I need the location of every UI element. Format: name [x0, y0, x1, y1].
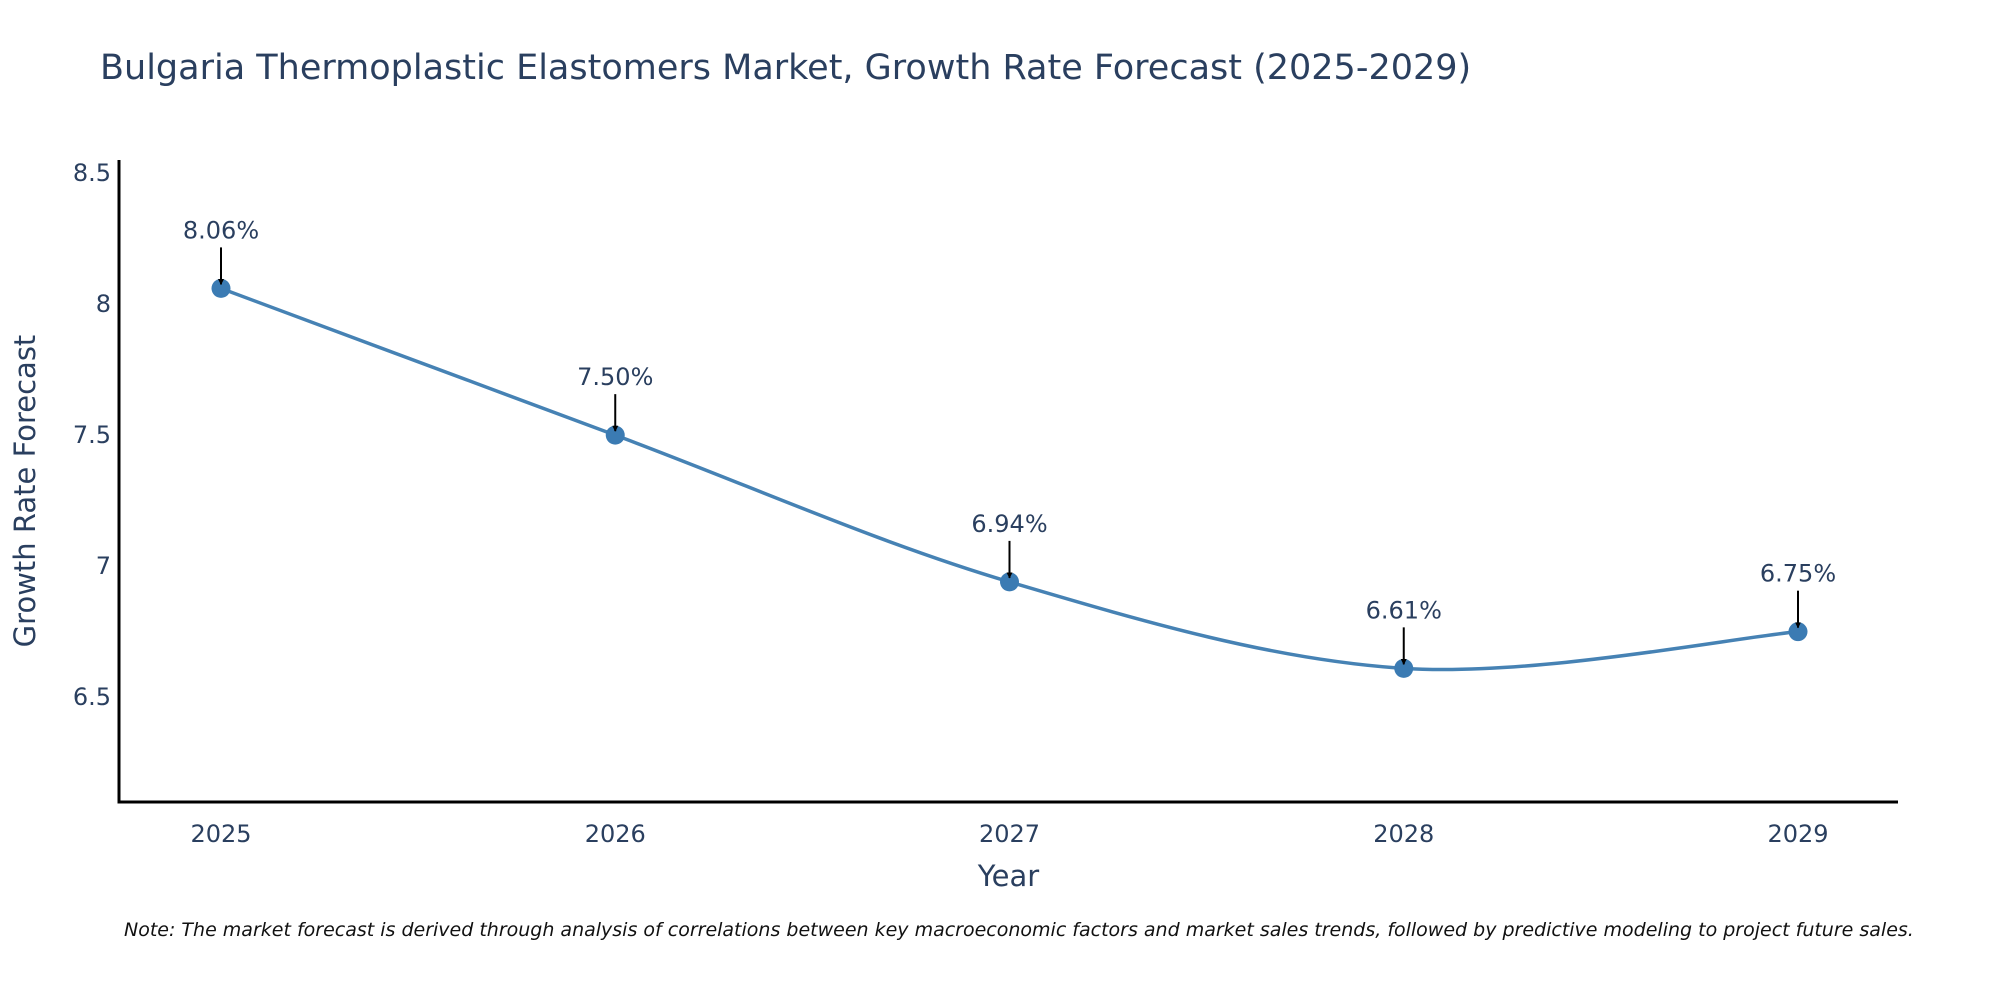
x-tick-label: 2026	[585, 820, 646, 848]
y-tick-label: 6.5	[73, 683, 111, 711]
x-tick-label: 2028	[1373, 820, 1434, 848]
data-label: 6.94%	[971, 510, 1047, 538]
forecast-note: Note: The market forecast is derived thr…	[124, 919, 1914, 941]
data-point-marker	[1788, 622, 1808, 642]
x-tick-label: 2027	[979, 820, 1040, 848]
data-markers	[211, 278, 1808, 678]
data-label: 7.50%	[577, 363, 653, 391]
data-annotations: 8.06% 7.50% 6.94% 6.61% 6.75%	[183, 216, 1836, 665]
x-tick-label: 2025	[190, 820, 251, 848]
y-axis-title: Growth Rate Forecast	[8, 335, 42, 648]
data-label: 6.75%	[1760, 560, 1836, 588]
chart-title: Bulgaria Thermoplastic Elastomers Market…	[100, 48, 1471, 88]
data-point-marker	[605, 425, 625, 445]
y-tick-label: 7.5	[73, 421, 111, 449]
data-point-marker	[1394, 658, 1414, 678]
data-label: 6.61%	[1366, 596, 1442, 624]
data-point-marker	[1000, 572, 1019, 592]
data-point-marker	[211, 278, 231, 298]
x-axis-ticks: 2025 2026 2027 2028 2029	[190, 820, 1828, 848]
data-label: 8.06%	[183, 216, 259, 244]
y-axis-ticks: 6.5 7 7.5 8 8.5	[73, 159, 111, 711]
x-tick-label: 2029	[1767, 820, 1828, 848]
x-axis-title: Year	[977, 859, 1039, 893]
y-tick-label: 7	[96, 552, 111, 580]
y-tick-label: 8.5	[73, 159, 111, 187]
series-line	[220, 286, 1799, 672]
y-tick-label: 8	[96, 290, 111, 318]
